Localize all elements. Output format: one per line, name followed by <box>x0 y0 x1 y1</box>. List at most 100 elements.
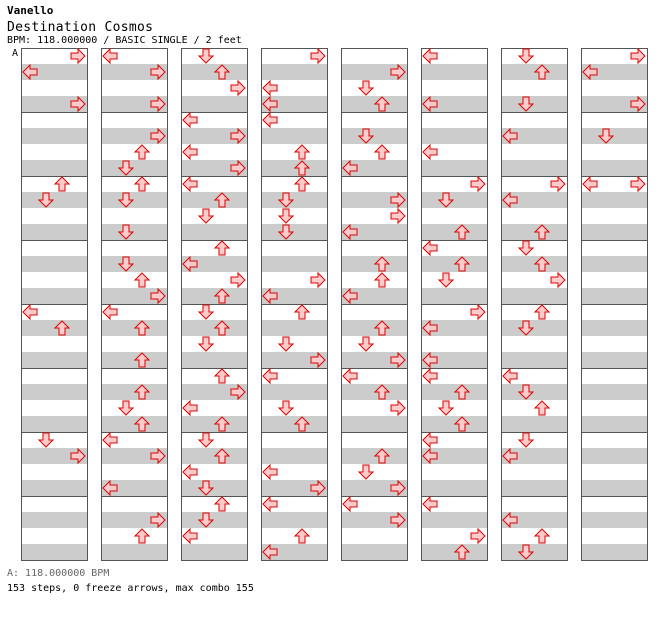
beat-row <box>101 304 168 320</box>
arrow-down-icon <box>517 544 535 560</box>
arrow-left-icon <box>262 79 278 97</box>
arrow-left-icon <box>422 95 438 113</box>
beat-row <box>341 544 408 560</box>
beat-row <box>181 384 248 400</box>
beat-row <box>261 368 328 384</box>
beat-row <box>341 512 408 528</box>
arrow-down-icon <box>357 464 375 480</box>
arrow-up-icon <box>533 400 551 416</box>
beat-row <box>21 384 88 400</box>
beat-row <box>581 176 648 192</box>
beat-row <box>501 176 568 192</box>
beat-row <box>21 528 88 544</box>
beat-row <box>581 224 648 240</box>
beat-row <box>421 272 488 288</box>
beat-row <box>101 64 168 80</box>
beat-row <box>341 464 408 480</box>
arrow-left-icon <box>422 319 438 337</box>
beat-row <box>181 512 248 528</box>
arrow-down-icon <box>197 208 215 224</box>
beat-row <box>101 512 168 528</box>
measure-box <box>501 496 568 561</box>
beat-row <box>421 304 488 320</box>
beat-row <box>501 512 568 528</box>
beat-row <box>181 480 248 496</box>
beat-row <box>181 528 248 544</box>
arrow-left-icon <box>422 239 438 257</box>
beat-row <box>581 208 648 224</box>
beat-row <box>581 368 648 384</box>
arrow-left-icon <box>262 367 278 385</box>
beat-row <box>581 240 648 256</box>
arrow-up-icon <box>533 224 551 240</box>
beat-row <box>101 160 168 176</box>
beat-row <box>341 368 408 384</box>
beat-row <box>261 128 328 144</box>
beat-row <box>181 256 248 272</box>
arrow-right-icon <box>390 351 406 369</box>
beat-row <box>581 80 648 96</box>
arrow-up-icon <box>533 64 551 80</box>
beat-row <box>21 464 88 480</box>
arrow-up-icon <box>293 176 311 192</box>
bpm-marker: A <box>12 48 19 59</box>
arrow-up-icon <box>133 144 151 160</box>
arrow-right-icon <box>150 63 166 81</box>
beat-row <box>421 432 488 448</box>
beat-row <box>261 64 328 80</box>
beat-row <box>21 96 88 112</box>
beat-row <box>501 208 568 224</box>
chart-column-6 <box>421 48 488 561</box>
beat-row <box>501 448 568 464</box>
beat-row <box>421 208 488 224</box>
arrow-right-icon <box>230 79 246 97</box>
arrow-down-icon <box>117 256 135 272</box>
arrow-right-icon <box>230 383 246 401</box>
beat-row <box>501 80 568 96</box>
beat-row <box>101 128 168 144</box>
arrow-up-icon <box>133 176 151 192</box>
arrow-up-icon <box>53 176 71 192</box>
arrow-left-icon <box>502 191 518 209</box>
beat-row <box>421 192 488 208</box>
beat-row <box>341 528 408 544</box>
arrow-down-icon <box>117 400 135 416</box>
beat-row <box>261 272 328 288</box>
arrow-down-icon <box>277 192 295 208</box>
beat-row <box>501 272 568 288</box>
arrow-down-icon <box>517 320 535 336</box>
beat-row <box>261 112 328 128</box>
beat-row <box>181 352 248 368</box>
arrow-left-icon <box>262 543 278 561</box>
beat-row <box>21 192 88 208</box>
beat-row <box>21 272 88 288</box>
beat-row <box>101 112 168 128</box>
beat-row <box>261 208 328 224</box>
arrow-left-icon <box>502 447 518 465</box>
beat-row <box>501 352 568 368</box>
beat-row <box>341 352 408 368</box>
arrow-up-icon <box>213 448 231 464</box>
chart-column-7 <box>501 48 568 561</box>
arrow-up-icon <box>213 288 231 304</box>
arrow-down-icon <box>517 48 535 64</box>
beat-row <box>501 240 568 256</box>
beat-row <box>261 464 328 480</box>
beat-row <box>21 448 88 464</box>
arrow-right-icon <box>630 175 646 193</box>
arrow-left-icon <box>342 495 358 513</box>
arrow-up-icon <box>213 416 231 432</box>
arrow-right-icon <box>470 303 486 321</box>
measure-box <box>341 496 408 561</box>
arrow-left-icon <box>342 287 358 305</box>
arrow-up-icon <box>453 256 471 272</box>
arrow-right-icon <box>150 95 166 113</box>
arrow-down-icon <box>277 224 295 240</box>
beat-row <box>341 224 408 240</box>
beat-row <box>181 208 248 224</box>
arrow-right-icon <box>630 47 646 65</box>
arrow-left-icon <box>102 431 118 449</box>
beat-row <box>421 496 488 512</box>
arrow-down-icon <box>357 336 375 352</box>
arrow-right-icon <box>470 527 486 545</box>
